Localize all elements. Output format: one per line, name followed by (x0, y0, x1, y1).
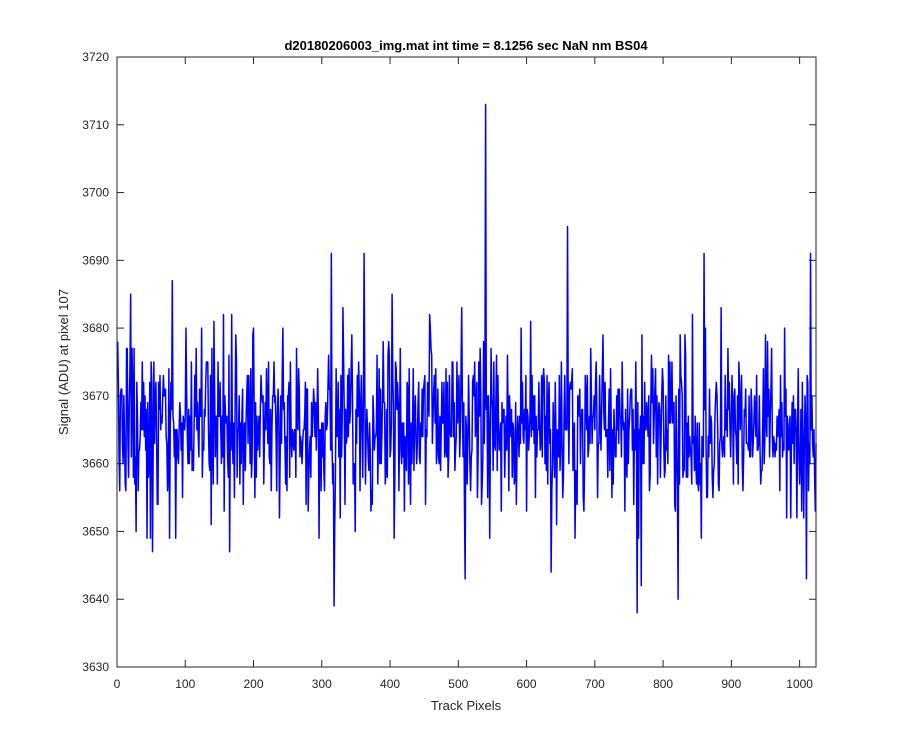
y-tick-label: 3680 (82, 321, 109, 335)
y-tick-label: 3710 (82, 118, 109, 132)
x-tick-label: 100 (175, 677, 195, 691)
x-tick-label: 500 (448, 677, 468, 691)
y-tick-label: 3700 (82, 186, 109, 200)
signal-series-line (116, 103, 817, 614)
x-axis-label: Track Pixels (431, 698, 502, 713)
plot-area (117, 57, 816, 667)
y-tick-label: 3660 (82, 457, 109, 471)
x-tick-label: 900 (721, 677, 741, 691)
chart-title: d20180206003_img.mat int time = 8.1256 s… (284, 38, 648, 53)
y-tick-label: 3690 (82, 253, 109, 267)
x-tick-label: 700 (585, 677, 605, 691)
x-tick-label: 400 (380, 677, 400, 691)
x-tick-label: 300 (312, 677, 332, 691)
x-tick-label: 800 (653, 677, 673, 691)
axis-ticks: 0 100 200 300 400 500 600 700 800 900 1000 3630 3640… (82, 50, 816, 691)
y-tick-label: 3670 (82, 389, 109, 403)
y-tick-label: 3650 (82, 524, 109, 538)
y-tick-label: 3720 (82, 50, 109, 64)
axes-box (116, 56, 817, 668)
y-tick-label: 3630 (82, 660, 109, 674)
y-axis-label: Signal (ADU) at pixel 107 (56, 289, 71, 435)
x-tick-label: 600 (517, 677, 537, 691)
series-group (116, 103, 817, 614)
x-tick-label: 200 (244, 677, 264, 691)
x-tick-label: 0 (114, 677, 121, 691)
y-tick-label: 3640 (82, 592, 109, 606)
x-tick-label: 1000 (786, 677, 813, 691)
